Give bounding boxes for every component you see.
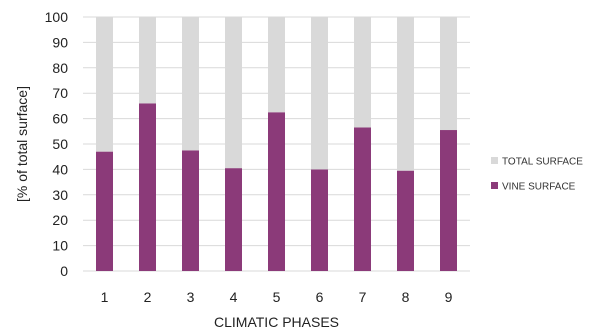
y-tick-label: 70 xyxy=(52,85,68,101)
y-tick-label: 40 xyxy=(52,161,68,177)
x-tick-label: 9 xyxy=(445,289,453,305)
total-surface-bar xyxy=(96,17,113,152)
legend: TOTAL SURFACE VINE SURFACE xyxy=(491,157,583,193)
total-surface-bar xyxy=(225,17,242,169)
bars xyxy=(96,17,457,272)
vine-surface-bar xyxy=(268,112,285,271)
legend-swatch xyxy=(491,182,498,189)
y-axis-title: [% of total surface] xyxy=(14,86,30,202)
y-tick-label: 90 xyxy=(52,34,68,50)
legend-label: VINE SURFACE xyxy=(502,182,576,193)
vine-surface-bar xyxy=(440,130,457,271)
legend-swatch xyxy=(491,157,498,164)
legend-label: TOTAL SURFACE xyxy=(502,157,583,168)
x-axis-ticks: 1 2 3 4 5 6 7 8 9 xyxy=(101,289,453,305)
y-tick-label: 100 xyxy=(45,9,69,25)
y-tick-label: 80 xyxy=(52,60,68,76)
y-tick-label: 60 xyxy=(52,111,68,127)
vine-surface-bar xyxy=(139,103,156,271)
x-tick-label: 7 xyxy=(359,289,367,305)
x-tick-label: 2 xyxy=(144,289,152,305)
total-surface-bar xyxy=(139,17,156,104)
y-tick-label: 10 xyxy=(52,238,68,254)
total-surface-bar xyxy=(268,17,285,113)
total-surface-bar xyxy=(397,17,414,171)
x-tick-label: 5 xyxy=(273,289,281,305)
vine-surface-bar xyxy=(182,150,199,271)
total-surface-bar xyxy=(440,17,457,131)
vine-surface-bar xyxy=(225,168,242,271)
y-tick-label: 50 xyxy=(52,136,68,152)
x-tick-label: 4 xyxy=(230,289,238,305)
total-surface-bar xyxy=(354,17,371,128)
total-surface-bar xyxy=(182,17,199,151)
x-axis-title: CLIMATIC PHASES xyxy=(214,314,339,330)
y-tick-label: 0 xyxy=(60,263,68,279)
y-tick-label: 30 xyxy=(52,187,68,203)
y-axis-ticks: 0 10 20 30 40 50 60 70 80 90 100 xyxy=(45,9,69,279)
vine-surface-bar xyxy=(311,169,328,271)
total-surface-bar xyxy=(311,17,328,170)
y-tick-label: 20 xyxy=(52,212,68,228)
x-tick-label: 8 xyxy=(402,289,410,305)
x-tick-label: 1 xyxy=(101,289,109,305)
x-tick-label: 3 xyxy=(187,289,195,305)
x-tick-label: 6 xyxy=(316,289,324,305)
vine-surface-bar xyxy=(354,127,371,272)
vine-surface-bar xyxy=(96,151,113,271)
vine-surface-bar xyxy=(397,170,414,271)
